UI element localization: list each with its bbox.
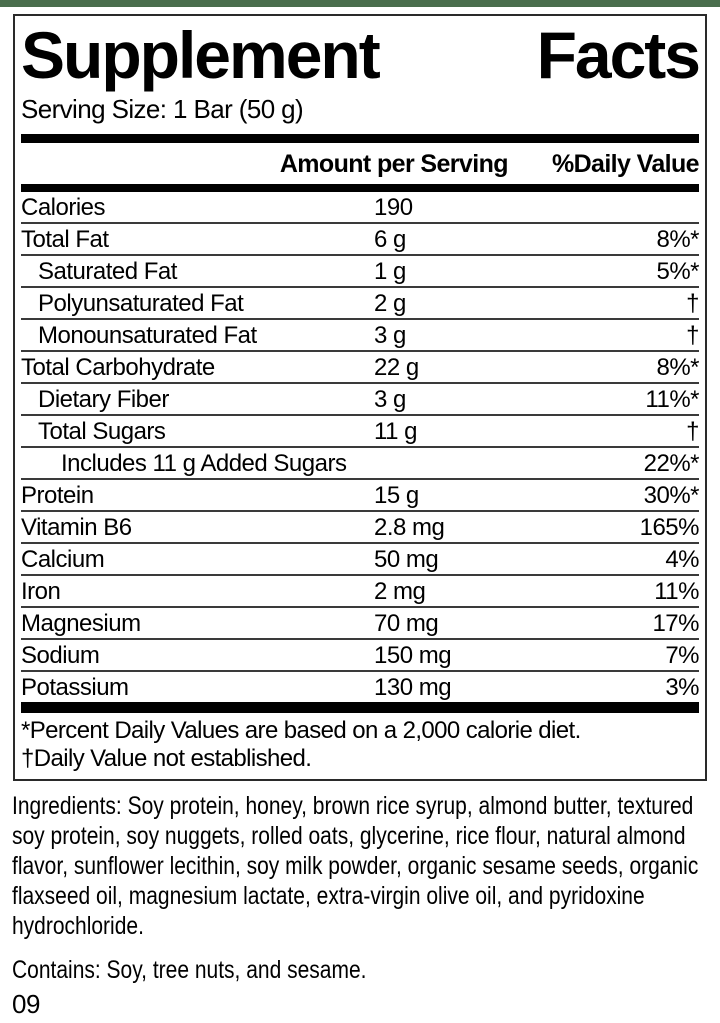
thick-divider-header (21, 184, 699, 192)
table-row: Protein 15 g 30%* (21, 478, 700, 510)
allergen-contains-text: Contains: Soy, tree nuts, and sesame. (12, 956, 367, 984)
nutrient-amount: 70 mg (374, 610, 439, 637)
nutrient-daily-value: 165% (639, 514, 700, 541)
nutrient-daily-value: † (686, 290, 699, 317)
nutrient-amount: 15 g (374, 482, 419, 509)
amount-column-header: Amount per Serving (279, 150, 509, 178)
nutrient-name: Vitamin B6 (21, 514, 132, 541)
panel-title-word-left: Supplement (21, 18, 381, 92)
table-row: Monounsaturated Fat 3 g † (21, 318, 699, 350)
nutrient-amount: 2.8 mg (374, 514, 445, 541)
nutrient-daily-value: † (686, 322, 699, 349)
nutrient-table: Calories 190 Total Fat 6 g 8%* Saturated… (21, 192, 700, 702)
nutrient-amount: 3 g (374, 322, 406, 349)
nutrient-name: Total Fat (21, 226, 109, 253)
footnote-daily-values: *Percent Daily Values are based on a 2,0… (21, 717, 581, 744)
table-row: Magnesium 70 mg 17% (21, 606, 699, 638)
lot-code: 09 (12, 989, 40, 1019)
nutrient-amount: 3 g (374, 386, 406, 413)
nutrient-name: Polyunsaturated Fat (38, 290, 244, 317)
nutrient-name: Protein (21, 482, 94, 509)
nutrient-daily-value: 8%* (656, 354, 699, 381)
ingredients-text: Ingredients: Soy protein, honey, brown r… (12, 792, 699, 940)
nutrient-name: Total Carbohydrate (21, 354, 215, 381)
nutrient-daily-value: 11% (654, 578, 699, 605)
nutrient-daily-value: 5%* (656, 258, 699, 285)
table-row: Sodium 150 mg 7% (21, 638, 699, 670)
dv-column-header: %Daily Value (551, 150, 700, 178)
nutrient-name: Calcium (21, 546, 105, 573)
nutrient-daily-value: 30%* (643, 482, 700, 509)
panel-title: Supplement Facts (21, 18, 701, 92)
nutrient-amount: 22 g (374, 354, 419, 381)
top-green-strip (0, 0, 720, 7)
nutrient-name: Monounsaturated Fat (38, 322, 257, 349)
nutrient-name: Sodium (21, 642, 100, 669)
table-row: Polyunsaturated Fat 2 g † (21, 286, 699, 318)
nutrient-name: Magnesium (21, 610, 141, 637)
nutrient-name: Dietary Fiber (38, 386, 169, 413)
nutrient-amount: 2 mg (374, 578, 426, 605)
nutrient-daily-value: 17% (652, 610, 699, 637)
table-row: Saturated Fat 1 g 5%* (21, 254, 699, 286)
footnote-dagger: †Daily Value not established. (21, 745, 312, 772)
nutrient-amount: 190 (374, 194, 413, 221)
nutrient-amount: 130 mg (374, 674, 452, 701)
nutrient-name: Iron (21, 578, 61, 605)
nutrient-daily-value: † (686, 418, 699, 445)
nutrient-daily-value: 7% (665, 642, 699, 669)
serving-size-text: Serving Size: 1 Bar (50 g) (21, 94, 304, 124)
table-row: Calories 190 (21, 192, 699, 222)
table-row: Potassium 130 mg 3% (21, 670, 699, 702)
table-row: Total Carbohydrate 22 g 8%* (21, 350, 699, 382)
nutrient-amount: 150 mg (374, 642, 452, 669)
nutrient-daily-value: 8%* (656, 226, 699, 253)
table-row: Dietary Fiber 3 g 11%* (21, 382, 699, 414)
table-row: Total Sugars 11 g † (21, 414, 699, 446)
nutrient-daily-value: 3% (665, 674, 699, 701)
table-row: Iron 2 mg 11% (21, 574, 699, 606)
table-row: Includes 11 g Added Sugars 22%* (21, 446, 700, 478)
table-row: Total Fat 6 g 8%* (21, 222, 699, 254)
thick-divider-top (21, 134, 699, 143)
nutrient-amount: 6 g (374, 226, 406, 253)
nutrient-daily-value: 22%* (643, 450, 700, 477)
table-row: Calcium 50 mg 4% (21, 542, 699, 574)
table-row: Vitamin B6 2.8 mg 165% (21, 510, 700, 542)
panel-title-word-right: Facts (536, 18, 701, 92)
nutrient-amount: 50 mg (374, 546, 439, 573)
nutrient-name: Potassium (21, 674, 129, 701)
nutrient-name: Total Sugars (38, 418, 166, 445)
nutrient-amount: 1 g (374, 258, 406, 285)
footnotes: *Percent Daily Values are based on a 2,0… (21, 713, 699, 777)
nutrient-name: Includes 11 g Added Sugars (61, 450, 347, 477)
column-headers: Amount per Serving %Daily Value (21, 143, 700, 184)
nutrient-daily-value: 4% (665, 546, 699, 573)
nutrient-amount: 11 g (374, 418, 417, 445)
nutrient-daily-value: 11%* (645, 386, 699, 413)
supplement-facts-panel: Supplement Facts Serving Size: 1 Bar (50… (13, 14, 707, 781)
thick-divider-bottom (21, 702, 699, 713)
nutrient-name: Saturated Fat (38, 258, 177, 285)
nutrient-name: Calories (21, 194, 106, 221)
nutrient-amount: 2 g (374, 290, 406, 317)
